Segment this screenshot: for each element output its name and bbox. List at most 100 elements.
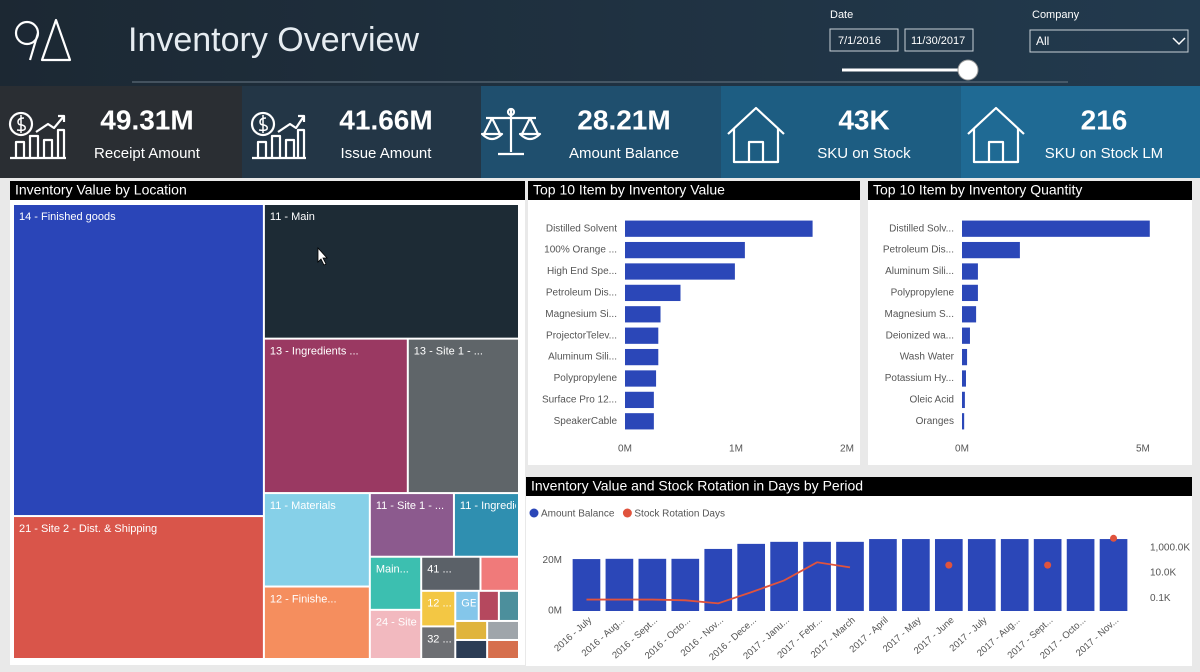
page-title: Inventory Overview: [128, 21, 419, 59]
bar: [1099, 539, 1128, 611]
y2-tick-label: 0.1K: [1150, 593, 1171, 604]
y-tick-label: Polypropylene: [891, 288, 955, 299]
chart-title-bar: [10, 181, 525, 200]
treemap-label: 12 ...: [427, 598, 451, 610]
y-tick-label: SpeakerCable: [554, 416, 618, 427]
kpi-value: 41.66M: [339, 104, 432, 135]
treemap-label: GE...: [461, 598, 486, 610]
bar: [625, 241, 745, 259]
bar: [962, 348, 968, 366]
y-tick-label: Wash Water: [900, 352, 955, 363]
mouse-cursor: [317, 246, 328, 266]
treemap-tile: [456, 591, 478, 620]
bar: [572, 559, 601, 611]
treemap-tile: [370, 557, 421, 609]
bar: [962, 306, 977, 323]
money-chart-icon: [8, 111, 66, 160]
bar: [638, 558, 667, 611]
y-tick-label: Distilled Solv...: [889, 223, 954, 234]
y-tick-label: 100% Orange ...: [544, 245, 617, 256]
treemap-label: 13 - Ingredients ...: [270, 346, 359, 358]
bar: [962, 241, 1020, 259]
treemap-tile: [14, 205, 263, 516]
treemap-tile: [370, 610, 421, 658]
treemap-tile: [264, 205, 518, 338]
kpi-label: Issue Amount: [341, 145, 433, 162]
y-tick-label: Deionized wa...: [886, 330, 954, 341]
bar: [1066, 539, 1095, 611]
treemap-tile: [422, 557, 480, 590]
kpi-value: 49.31M: [100, 104, 193, 135]
treemap-label: 11 - Materials: [270, 500, 336, 512]
kpi-value: 216: [1081, 104, 1128, 135]
bar: [962, 391, 965, 409]
treemap-label: Main...: [376, 564, 409, 576]
treemap-label: 24 - Site 2 - ...: [376, 617, 445, 629]
y-tick-label: Distilled Solvent: [546, 223, 617, 234]
bar: [1033, 539, 1062, 611]
treemap-tile: [422, 627, 455, 658]
house-icon: [967, 106, 1025, 164]
legend-label: Stock Rotation Days: [634, 509, 725, 520]
bar: [962, 413, 965, 430]
bar: [737, 543, 766, 611]
dropdown-chevron: [1172, 37, 1186, 46]
x-tick-label: 0M: [955, 444, 969, 455]
treemap-tile: [408, 339, 518, 493]
treemap-label: 41 ...: [427, 564, 451, 576]
money-chart-icon: [250, 111, 306, 160]
treemap-label: 11 - Site 1 - ...: [376, 500, 444, 512]
kpi-value: 28.21M: [577, 104, 670, 135]
bar: [934, 539, 963, 611]
kpi-tile: [481, 86, 721, 178]
x-tick-label: 2M: [840, 444, 854, 455]
bar: [962, 284, 978, 302]
date-end-input[interactable]: [904, 28, 974, 52]
date-start-input[interactable]: [829, 28, 899, 52]
treemap-tile: [264, 494, 369, 586]
y-tick-label: ProjectorTelev...: [546, 330, 617, 341]
bar: [962, 370, 966, 387]
bar: [625, 413, 654, 430]
treemap-label: 11 - Ingredie...: [460, 500, 530, 512]
y-tick-label: Aluminum Sili...: [548, 352, 617, 363]
line-point: [945, 561, 953, 569]
treemap-tile: [481, 557, 518, 590]
line-point: [1044, 561, 1052, 569]
y-tick-label: Petroleum Dis...: [883, 245, 954, 256]
kpi-label: Receipt Amount: [94, 145, 201, 162]
date-slider-handle[interactable]: [957, 59, 979, 81]
treemap-tile: [456, 621, 487, 639]
bar: [625, 327, 659, 344]
legend-marker: [622, 508, 632, 518]
y-tick-label: 0M: [548, 606, 562, 617]
company-value: All: [1036, 34, 1049, 48]
bar: [1000, 539, 1029, 611]
chart-title: Inventory Value by Location: [15, 182, 187, 198]
treemap-label: 12 - Finishe...: [270, 593, 337, 605]
chart-title-bar: [526, 477, 1192, 496]
bar: [962, 220, 1150, 237]
y-tick-label: High End Spe...: [547, 266, 617, 277]
kpi-label: Amount Balance: [569, 145, 679, 162]
y-tick-label: Petroleum Dis...: [546, 288, 617, 299]
treemap-tile: [454, 494, 518, 556]
y-tick-label: Magnesium Si...: [545, 309, 617, 320]
chart-title-bar: [528, 181, 860, 200]
bar: [625, 348, 659, 366]
kpi-label: SKU on Stock: [817, 145, 911, 162]
company-dropdown[interactable]: [1029, 29, 1189, 53]
chart-title: Top 10 Item by Inventory Value: [533, 182, 725, 198]
bar: [770, 541, 798, 611]
line-point: [1110, 534, 1118, 542]
kpi-value: 43K: [838, 104, 889, 135]
y-tick-label: Oleic Acid: [910, 395, 954, 406]
date-end: 11/30/2017: [911, 35, 965, 47]
y-tick-label: Potassium Hy...: [885, 373, 954, 384]
treemap-label: 32 ...: [427, 633, 451, 645]
bar: [962, 327, 970, 344]
bar: [625, 370, 657, 387]
y-tick-label: Aluminum Sili...: [885, 266, 954, 277]
treemap-tile: [488, 640, 518, 658]
